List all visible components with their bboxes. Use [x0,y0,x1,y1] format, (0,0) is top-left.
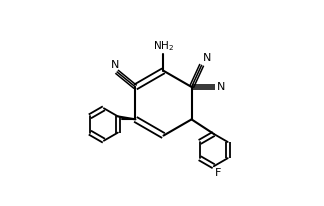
Text: N: N [217,82,226,92]
Text: NH$_2$: NH$_2$ [153,39,174,53]
Text: F: F [215,168,222,178]
Text: N: N [203,53,212,63]
Text: N: N [110,60,119,70]
